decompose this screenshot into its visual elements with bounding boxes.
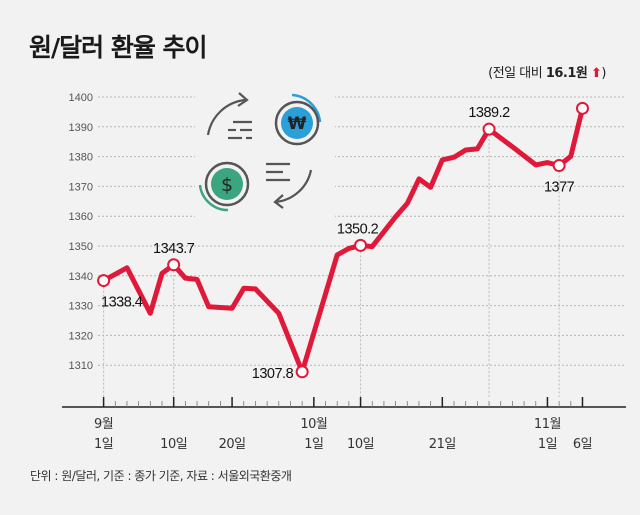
y-tick-label: 1380 — [69, 152, 93, 164]
x-tick-day: 1일 — [94, 437, 113, 452]
y-tick-label: 1350 — [69, 241, 93, 253]
data-label: 1338.4 — [101, 295, 143, 311]
point-markers — [97, 101, 589, 379]
point-marker — [575, 101, 589, 115]
chart-title: 원/달러 환율 추이 — [29, 33, 208, 62]
x-tick-month: 11월 — [534, 417, 561, 432]
x-tick-month: 10월 — [300, 417, 327, 432]
data-labels: 1338.4 1343.7 1307.8 1350.2 1389.2 1377 — [101, 105, 575, 382]
y-tick-label: 1360 — [69, 211, 93, 223]
x-tick-month: 9월 — [94, 417, 113, 432]
lines-icon — [266, 162, 290, 182]
x-tick-day: 20일 — [219, 437, 246, 452]
arrow-arc-icon — [206, 98, 246, 136]
point-marker — [295, 365, 309, 379]
svg-text:₩: ₩ — [288, 114, 307, 134]
up-arrow-icon: ⬆ — [591, 66, 602, 81]
won-coin-icon: ₩ — [274, 93, 322, 146]
daily-change-note: (전일 대비 16.1원 ⬆) — [488, 62, 606, 81]
y-tick-label: 1340 — [69, 271, 93, 283]
note-suffix: ) — [601, 66, 606, 81]
x-tick-day: 6일 — [573, 437, 592, 452]
point-marker — [482, 122, 496, 136]
x-tick-day: 1일 — [304, 437, 323, 452]
point-marker — [97, 274, 111, 288]
icon-background — [195, 88, 335, 223]
y-tick-label: 1310 — [69, 360, 93, 372]
currency-exchange-icon: ₩ $ — [195, 88, 335, 223]
point-marker — [354, 238, 368, 252]
source-footer: 단위 : 원/달러, 기준 : 종가 기준, 자료 : 서울외국환중개 — [30, 469, 292, 483]
x-tick-day: 1일 — [538, 437, 557, 452]
arrow-head-icon — [237, 92, 249, 107]
arrow-arc-icon — [275, 169, 313, 204]
y-tick-label: 1390 — [69, 122, 93, 134]
x-tick-day: 10일 — [160, 437, 187, 452]
data-label: 1389.2 — [468, 105, 510, 121]
data-label: 1350.2 — [337, 221, 379, 237]
y-tick-label: 1370 — [69, 181, 93, 193]
svg-text:$: $ — [221, 174, 233, 196]
x-axis-labels: 9월 1일 10일 20일 10월 1일 10일 21일 11월 1일 6일 — [94, 417, 593, 452]
x-tick-day: 10일 — [347, 437, 374, 452]
y-tick-label: 1320 — [69, 330, 93, 342]
data-label: 1377 — [544, 180, 575, 196]
point-marker — [552, 159, 566, 173]
drop-lines — [103, 135, 560, 397]
data-label: 1307.8 — [252, 366, 294, 382]
lines-icon — [228, 120, 252, 140]
note-value: 16.1원 — [545, 66, 588, 81]
arrow-head-icon — [273, 194, 284, 209]
x-axis-ticks — [102, 397, 584, 407]
y-axis-labels: 1310 1320 1330 1340 1350 1360 1370 1380 1390 1400 — [69, 92, 93, 372]
y-tick-label: 1400 — [69, 92, 93, 104]
note-prefix: (전일 대비 — [488, 66, 546, 81]
point-marker — [167, 258, 181, 272]
y-tick-label: 1330 — [69, 301, 93, 313]
dollar-coin-icon: $ — [198, 161, 250, 212]
data-label: 1343.7 — [153, 241, 195, 257]
x-tick-day: 21일 — [429, 437, 456, 452]
